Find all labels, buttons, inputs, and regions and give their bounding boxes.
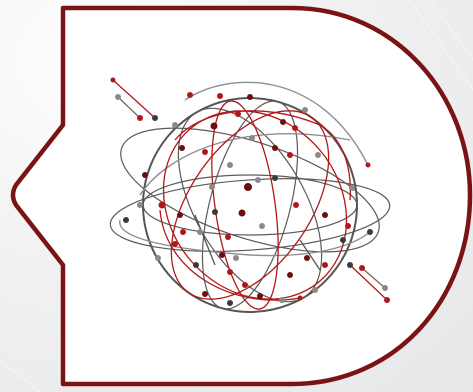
connector-line [112, 79, 156, 119]
node-dot [115, 94, 121, 100]
node-dot [249, 135, 255, 141]
orbit-arc [119, 219, 371, 257]
node-dot [257, 293, 263, 299]
node-dot [179, 145, 185, 151]
orbit-red-arc [174, 110, 351, 201]
node-dot [244, 183, 252, 191]
orbit-arc [184, 81, 369, 166]
node-dot [347, 262, 353, 268]
node-dot [302, 107, 308, 113]
node-dot [217, 93, 223, 99]
node-dot [177, 212, 183, 218]
node-dot [137, 202, 143, 208]
orbit-red [170, 110, 330, 300]
node-dot [187, 92, 193, 98]
node-dot [225, 234, 231, 240]
node-dot [315, 152, 321, 158]
orbit-line [109, 178, 391, 252]
node-dot [365, 162, 371, 168]
connector-line [117, 96, 141, 119]
node-dot [180, 229, 186, 235]
node-dot [172, 241, 178, 247]
node-dot [110, 77, 116, 83]
node-dot [137, 115, 143, 121]
network-globe-icon [109, 77, 391, 313]
node-dot [292, 125, 298, 131]
orbit-line [120, 127, 380, 253]
node-dot [359, 265, 365, 271]
node-dot [272, 145, 278, 151]
node-dot [293, 202, 299, 208]
orbit-red-arc [159, 209, 301, 301]
node-dot [227, 269, 233, 275]
node-dot [340, 237, 346, 243]
node-dot [242, 282, 248, 288]
node-dot [322, 262, 328, 268]
node-dot [197, 229, 203, 235]
node-dot [280, 119, 286, 125]
node-dot [304, 255, 310, 261]
node-dot [235, 111, 241, 117]
node-dot [238, 209, 246, 217]
node-dot [349, 185, 355, 191]
node-dot [322, 212, 328, 218]
node-dot [297, 295, 303, 301]
node-dot [247, 94, 253, 100]
node-dot [210, 122, 218, 130]
node-dot [172, 122, 178, 128]
node-dot [155, 255, 161, 261]
node-dot [345, 223, 351, 229]
node-dot [212, 209, 218, 215]
node-dot [158, 201, 166, 209]
node-dot [152, 115, 158, 121]
node-dot [287, 152, 293, 158]
node-dot [209, 184, 215, 190]
badge-frame [10, 5, 473, 387]
node-dot [123, 217, 129, 223]
node-dot [279, 297, 285, 303]
connector-line [194, 214, 216, 266]
node-dot [255, 177, 261, 183]
node-dot [312, 287, 318, 293]
node-dot [227, 162, 233, 168]
node-dot [382, 285, 388, 291]
node-dot [233, 255, 239, 261]
connector-line [349, 264, 388, 301]
orbit-red [162, 110, 348, 300]
node-dot [259, 223, 265, 229]
node-dot [384, 297, 390, 303]
node-dot [202, 149, 208, 155]
orbit-arc [139, 133, 351, 196]
connector-line [299, 239, 321, 271]
node-dot [219, 252, 225, 258]
node-dot [272, 175, 278, 181]
connector-line [361, 267, 386, 289]
node-dot [193, 262, 199, 268]
node-dot [287, 272, 293, 278]
node-dot [142, 172, 148, 178]
orbit-line [201, 100, 299, 310]
node-dot [202, 291, 208, 297]
node-dot [227, 300, 233, 306]
node-dot [367, 229, 373, 235]
